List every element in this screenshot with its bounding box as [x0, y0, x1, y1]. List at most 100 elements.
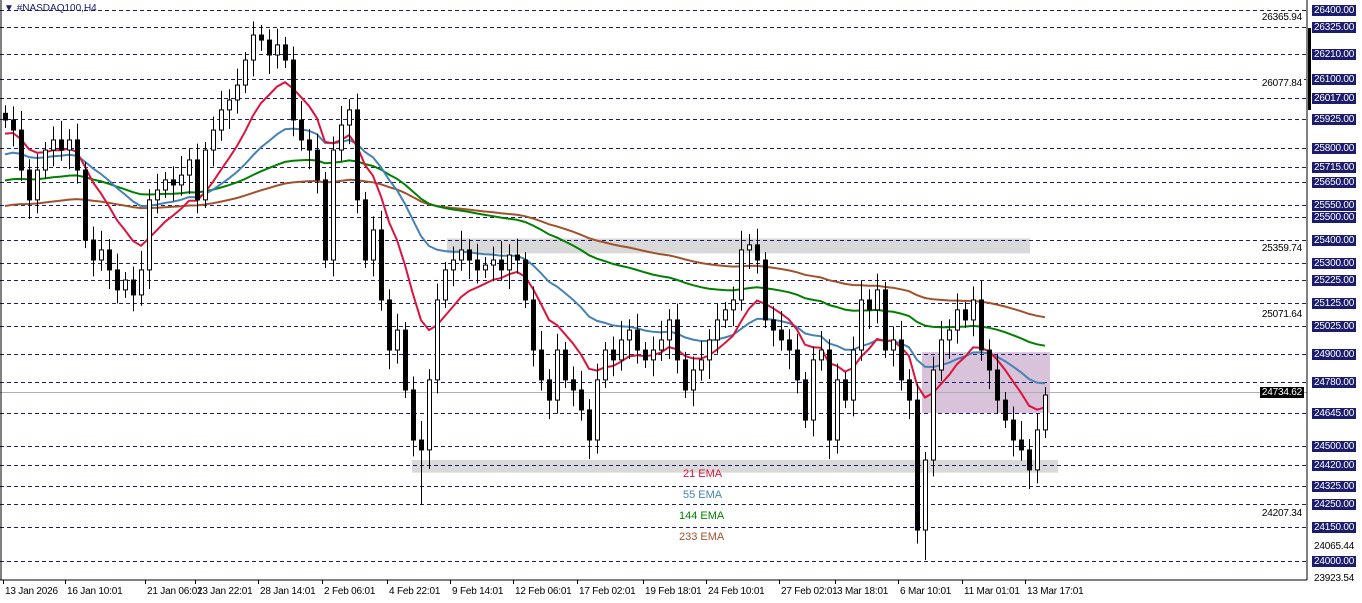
candle-body-bear — [643, 349, 648, 361]
candle — [891, 326, 896, 367]
candle — [979, 280, 984, 361]
candle-body-bear — [635, 329, 640, 351]
candle — [899, 320, 904, 391]
candle-body-bull — [347, 109, 352, 126]
time-label: 16 Jan 10:01 — [67, 586, 123, 597]
candle — [1043, 387, 1048, 438]
candle — [915, 383, 920, 544]
candle-body-bear — [131, 279, 136, 296]
time-tick — [706, 580, 707, 584]
candle-body-bull — [179, 174, 184, 186]
candle-body-bear — [587, 409, 592, 441]
candle-body-bull — [251, 34, 256, 61]
time-label: 13 Jan 2026 — [5, 586, 58, 597]
price-level-label: 25125.00 — [1312, 298, 1357, 309]
candle-body-bull — [187, 159, 192, 176]
candle — [755, 228, 760, 274]
axis-scroll-marker[interactable] — [1308, 28, 1311, 110]
candle — [67, 129, 72, 170]
candle — [27, 159, 32, 219]
candle-body-bull — [819, 349, 824, 361]
candle — [1027, 439, 1032, 489]
candle — [691, 356, 696, 407]
candle — [771, 306, 776, 347]
candle — [851, 336, 856, 417]
price-scale-label: 26077.84 — [1259, 78, 1304, 90]
time-tick — [322, 580, 323, 584]
candle-body-bear — [547, 379, 552, 401]
price-level-label: 25715.00 — [1312, 162, 1357, 173]
candle-body-bear — [827, 349, 832, 441]
candle-body-bear — [771, 319, 776, 331]
candle-body-bear — [995, 369, 1000, 401]
candle — [707, 329, 712, 379]
candle — [3, 105, 8, 129]
candle — [987, 339, 992, 390]
candle — [211, 116, 216, 167]
candle — [355, 93, 360, 214]
price-level-label: 24500.00 — [1312, 441, 1357, 452]
price-level-label: 24000.00 — [1312, 556, 1357, 567]
price-level-label: 24900.00 — [1312, 349, 1357, 360]
candle-body-bull — [715, 319, 720, 341]
candle-body-bear — [571, 379, 576, 391]
candle-body-bull — [667, 319, 672, 341]
candle-body-bear — [539, 349, 544, 381]
candle — [323, 171, 328, 269]
candle — [731, 286, 736, 327]
triangle-down-icon[interactable]: ▼ — [4, 3, 14, 14]
candle-body-bull — [371, 229, 376, 261]
candle-body-bear — [91, 239, 96, 261]
current-price-label: 24734.62 — [1259, 387, 1304, 398]
candle-body-bear — [907, 379, 912, 401]
price-scale-label: 26365.94 — [1259, 12, 1304, 24]
candle-body-bear — [411, 389, 416, 441]
candle-body-bear — [27, 169, 32, 201]
candle — [411, 376, 416, 457]
candle-body-bull — [155, 189, 160, 201]
candle — [275, 28, 280, 69]
candle — [1011, 406, 1016, 457]
chart-title[interactable]: ▼ #NASDAQ100,H4 — [4, 3, 97, 14]
candle — [251, 21, 256, 77]
candle — [51, 126, 56, 167]
candle — [395, 313, 400, 364]
candle-body-bull — [659, 339, 664, 351]
time-label: 13 Mar 17:01 — [1027, 586, 1084, 597]
time-tick — [835, 580, 836, 584]
candle-body-bear — [419, 439, 424, 451]
candle — [811, 346, 816, 437]
time-tick — [3, 580, 4, 584]
candle-body-bull — [627, 329, 632, 341]
candle — [195, 143, 200, 214]
candle-body-bull — [507, 254, 512, 271]
candle-body-bear — [1027, 449, 1032, 471]
price-level-label: 25225.00 — [1312, 275, 1357, 286]
candle-body-bull — [451, 259, 456, 271]
candle-body-bear — [299, 119, 304, 141]
candle — [419, 420, 424, 506]
time-label: 23 Jan 22:01 — [197, 586, 253, 597]
candle-body-bull — [123, 279, 128, 291]
candle-body-bear — [59, 139, 64, 151]
candle — [19, 111, 24, 181]
candle — [611, 336, 616, 377]
time-label: 12 Feb 06:01 — [515, 586, 572, 597]
price-level-label: 26210.00 — [1312, 49, 1357, 60]
candle-body-bull — [331, 149, 336, 261]
candle — [235, 68, 240, 114]
candle — [563, 342, 568, 388]
time-tick — [513, 580, 514, 584]
candle — [1019, 420, 1024, 461]
candle-body-bull — [435, 299, 440, 381]
candle — [283, 36, 288, 69]
candle — [259, 24, 264, 51]
candle-body-bear — [259, 34, 264, 41]
candle — [427, 369, 432, 469]
candle-body-bull — [739, 249, 744, 301]
candle — [35, 153, 40, 214]
candle — [923, 451, 928, 560]
candle — [131, 266, 136, 312]
candle-body-bull — [51, 139, 56, 151]
